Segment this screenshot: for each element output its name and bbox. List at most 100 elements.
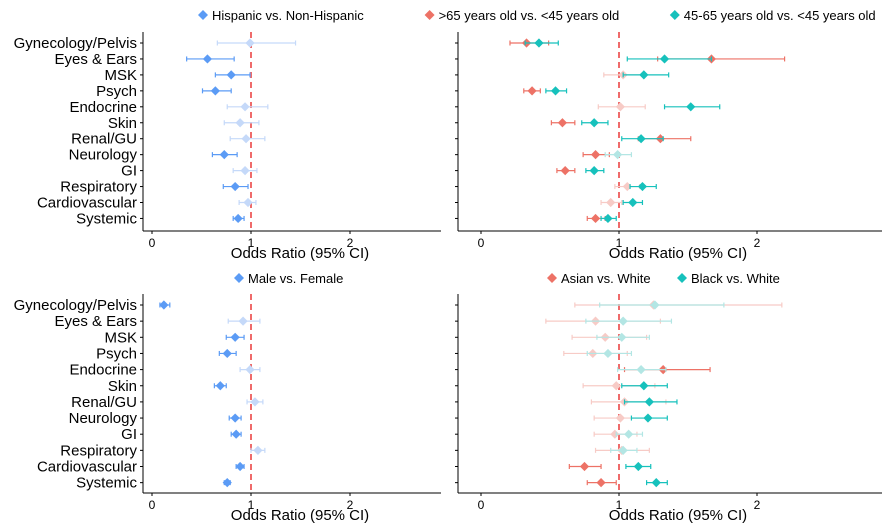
data-point <box>550 118 576 128</box>
x-axis-label: Odds Ratio (95% CI) <box>609 245 747 262</box>
odds-ratio-marker <box>222 348 232 359</box>
category-label: Cardiovascular <box>37 459 137 476</box>
category-label: Psych <box>96 83 137 100</box>
data-point <box>159 300 171 310</box>
odds-ratio-marker <box>637 181 648 192</box>
odds-ratio-marker <box>250 397 260 407</box>
data-point <box>599 300 725 310</box>
data-point <box>622 197 644 208</box>
category-label: Endocrine <box>69 99 137 116</box>
odds-ratio-marker <box>643 413 653 423</box>
odds-ratio-marker <box>606 197 616 208</box>
odds-ratio-marker <box>590 150 601 160</box>
data-point <box>239 365 261 375</box>
data-point <box>663 102 721 112</box>
odds-ratio-marker <box>651 478 661 488</box>
data-point <box>556 166 576 176</box>
data-point <box>523 86 541 96</box>
category-label: Respiratory <box>60 179 137 196</box>
category-label: GI <box>121 163 137 180</box>
odds-ratio-marker <box>222 478 232 488</box>
data-point <box>230 429 242 439</box>
category-label: Systemic <box>76 210 137 227</box>
data-point <box>218 348 237 359</box>
legend-marker <box>669 10 680 20</box>
odds-ratio-marker <box>633 461 643 472</box>
data-point <box>232 213 245 224</box>
data-point <box>229 134 266 144</box>
data-point <box>222 181 249 192</box>
odds-ratio-marker <box>230 181 240 192</box>
odds-ratio-marker <box>159 300 169 310</box>
odds-ratio-marker <box>603 348 613 359</box>
data-point <box>232 166 258 176</box>
data-point <box>623 397 678 407</box>
data-point <box>615 429 644 439</box>
odds-ratio-marker <box>610 429 620 439</box>
odds-ratio-marker <box>611 381 621 391</box>
legend-label: >65 years old vs. <45 years old <box>439 8 620 23</box>
category-label: Gynecology/Pelvis <box>14 35 137 52</box>
category-label: GI <box>121 426 137 443</box>
category-label: Gynecology/Pelvis <box>14 297 137 314</box>
odds-ratio-marker <box>226 70 236 80</box>
odds-ratio-marker <box>534 38 544 48</box>
legend: Hispanic vs. Non-Hispanic <box>198 8 364 23</box>
x-axis-label: Odds Ratio (95% CI) <box>609 507 747 523</box>
data-point <box>201 86 232 96</box>
odds-ratio-marker <box>686 102 696 112</box>
data-point <box>622 70 670 80</box>
odds-ratio-marker <box>579 461 590 472</box>
odds-ratio-marker <box>219 150 229 160</box>
category-label: MSK <box>104 329 137 346</box>
odds-ratio-marker <box>628 197 638 208</box>
data-point <box>227 316 261 326</box>
odds-ratio-marker <box>210 86 220 96</box>
odds-ratio-marker <box>243 197 253 208</box>
odds-ratio-marker <box>615 413 625 423</box>
x-axis-label: Odds Ratio (95% CI) <box>231 507 369 523</box>
legend-label: Male vs. Female <box>248 271 343 286</box>
odds-ratio-marker <box>557 118 568 128</box>
data-point <box>604 150 633 160</box>
category-label: Psych <box>96 345 137 362</box>
data-point <box>585 316 673 326</box>
odds-ratio-marker <box>235 461 245 472</box>
odds-ratio-marker <box>202 54 213 64</box>
odds-ratio-marker <box>240 102 250 112</box>
odds-ratio-marker <box>644 397 654 407</box>
category-label: Neurology <box>69 147 138 164</box>
legend-label: Asian vs. White <box>561 271 651 286</box>
data-point <box>600 197 623 208</box>
data-point <box>585 166 605 176</box>
odds-ratio-marker <box>560 166 570 176</box>
panel-top-right: 0 1 2 Odds Ratio (95% CI) >65 years old vs. … <box>424 8 882 262</box>
data-point <box>250 445 266 455</box>
data-point <box>226 102 269 112</box>
data-point <box>581 118 609 128</box>
x-tick-label: 0 <box>149 498 156 512</box>
odds-ratio-marker <box>590 213 601 224</box>
data-point <box>213 381 227 391</box>
odds-ratio-marker <box>527 86 537 96</box>
legend-label: Hispanic vs. Non-Hispanic <box>212 8 364 23</box>
odds-ratio-marker <box>215 381 225 391</box>
odds-ratio-marker <box>659 54 670 64</box>
legend-marker <box>424 10 435 20</box>
odds-ratio-marker <box>230 413 240 423</box>
legend-marker <box>547 273 557 283</box>
category-label: Systemic <box>76 475 137 492</box>
data-point <box>545 86 568 96</box>
x-tick-label: 0 <box>149 236 156 250</box>
legend: >65 years old vs. <45 years old 45-65 yea… <box>424 8 876 23</box>
x-axis-label: Odds Ratio (95% CI) <box>231 245 369 262</box>
odds-ratio-marker <box>550 86 561 96</box>
data-point <box>223 118 260 128</box>
data-point <box>238 197 257 208</box>
legend: Asian vs. White Black vs. White <box>547 271 780 286</box>
data-point <box>524 38 559 48</box>
odds-ratio-marker <box>235 118 245 128</box>
